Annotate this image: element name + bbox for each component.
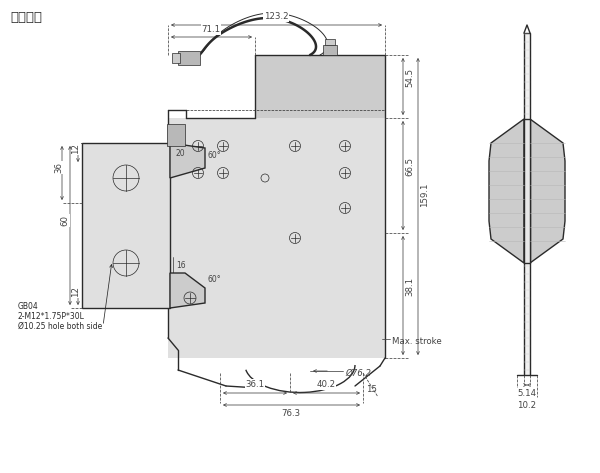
Text: 66.5: 66.5	[406, 157, 415, 176]
Text: 71.1: 71.1	[202, 25, 221, 34]
Bar	[255, 55, 385, 118]
Bar	[172, 53, 180, 63]
Bar	[178, 51, 200, 65]
Text: 36.1: 36.1	[245, 380, 265, 389]
Bar	[524, 119, 530, 263]
Text: 5.14: 5.14	[517, 389, 536, 398]
Polygon shape	[530, 119, 565, 263]
Bar	[325, 39, 335, 45]
Text: 159.1: 159.1	[421, 183, 430, 207]
Text: 36: 36	[55, 162, 64, 173]
Bar	[323, 45, 337, 55]
Bar	[167, 124, 185, 146]
Text: 16: 16	[176, 261, 185, 270]
Text: 60°: 60°	[207, 275, 221, 284]
Text: 10.2: 10.2	[517, 401, 536, 410]
Polygon shape	[489, 119, 524, 263]
Bar	[82, 143, 170, 308]
Text: Max. stroke: Max. stroke	[392, 336, 442, 345]
Text: 12: 12	[71, 286, 80, 297]
Polygon shape	[170, 143, 205, 178]
Text: 12: 12	[71, 143, 80, 154]
Text: 38.1: 38.1	[406, 277, 415, 296]
Text: GB04: GB04	[18, 302, 39, 311]
Text: 60: 60	[61, 215, 70, 226]
Text: 15: 15	[366, 385, 377, 394]
Text: 123.2: 123.2	[263, 12, 289, 21]
Bar	[168, 118, 385, 358]
Text: Ø76.2: Ø76.2	[345, 368, 371, 377]
Text: 2-M12*1.75P*30L: 2-M12*1.75P*30L	[18, 312, 85, 321]
Text: Ø10.25 hole both side: Ø10.25 hole both side	[18, 322, 102, 331]
Text: 76.3: 76.3	[281, 409, 301, 418]
Text: 刀组图面: 刀组图面	[10, 11, 42, 24]
Text: 60°: 60°	[207, 150, 221, 159]
Polygon shape	[170, 273, 205, 308]
Text: 54.5: 54.5	[406, 68, 415, 87]
Text: 40.2: 40.2	[316, 380, 335, 389]
Bar	[524, 33, 530, 375]
Text: 20: 20	[176, 149, 185, 158]
